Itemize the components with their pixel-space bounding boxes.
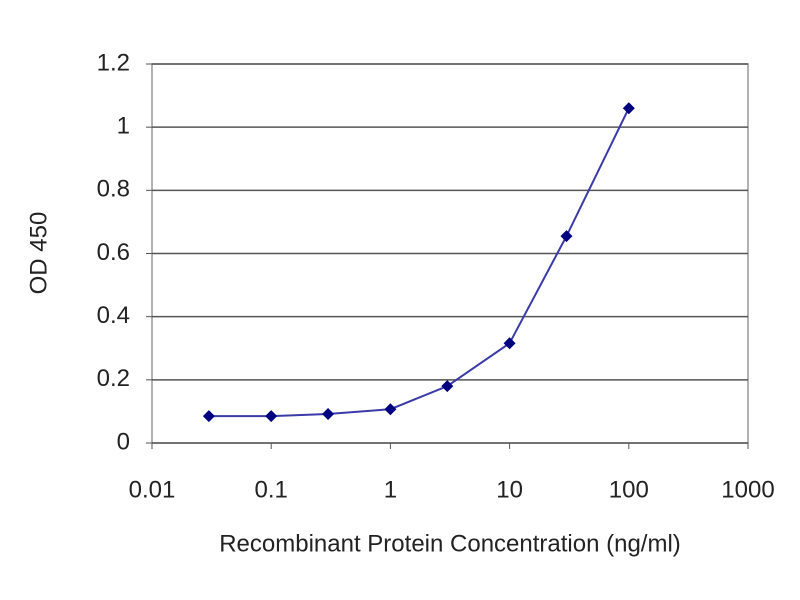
x-axis-title: Recombinant Protein Concentration (ng/ml… — [219, 530, 681, 557]
x-tick-label: 0.01 — [129, 476, 176, 503]
series-line — [208, 107, 630, 418]
y-tick-label: 0.6 — [97, 239, 130, 266]
data-point — [560, 230, 573, 243]
x-tick-label: 10 — [496, 476, 523, 503]
data-point — [622, 102, 635, 115]
y-tick-label: 0 — [117, 428, 130, 455]
y-tick-label: 0.2 — [97, 365, 130, 392]
y-tick-label: 0.8 — [97, 176, 130, 203]
x-tick-label: 1000 — [721, 476, 774, 503]
y-axis-title: OD 450 — [25, 212, 52, 295]
x-tick-label: 100 — [609, 476, 649, 503]
data-point — [265, 410, 278, 423]
data-point — [202, 410, 215, 423]
data-point — [322, 407, 335, 420]
x-tick-label: 1 — [384, 476, 397, 503]
data-point — [384, 403, 397, 416]
data-point — [441, 380, 454, 393]
x-tick-label: 0.1 — [255, 476, 288, 503]
y-tick-label: 1.2 — [97, 49, 130, 76]
y-tick-label: 0.4 — [97, 302, 130, 329]
y-tick-label: 1 — [117, 113, 130, 140]
data-point — [503, 337, 516, 350]
